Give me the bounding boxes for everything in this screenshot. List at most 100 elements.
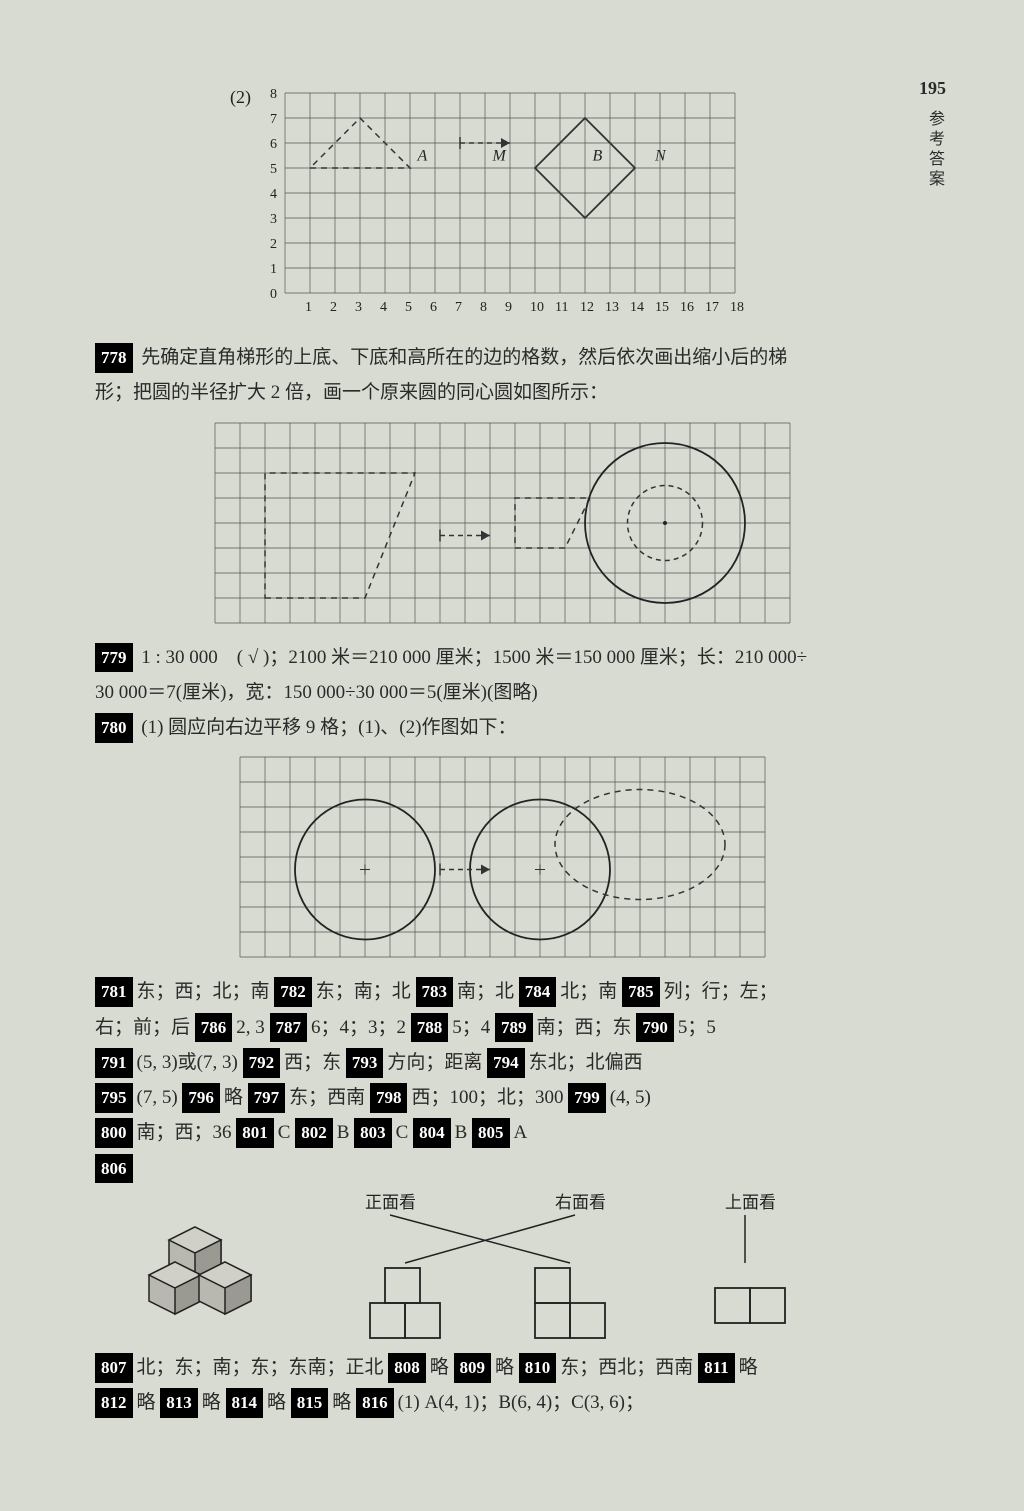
qnum-788: 788 bbox=[411, 1013, 449, 1043]
qnum-794: 794 bbox=[487, 1048, 525, 1078]
q780-line: 780 (1) 圆应向右边平移 9 格；(1)、(2)作图如下： bbox=[95, 711, 915, 744]
qnum-806: 806 bbox=[95, 1154, 133, 1184]
svg-text:正面看: 正面看 bbox=[365, 1193, 416, 1212]
figure-1: (2)012345678123456789101112131415161718A… bbox=[225, 83, 785, 333]
qnum-789: 789 bbox=[495, 1013, 533, 1043]
a812: 略 bbox=[137, 1392, 156, 1413]
svg-text:1: 1 bbox=[270, 262, 277, 277]
a804: B bbox=[455, 1122, 468, 1143]
a808: 略 bbox=[430, 1357, 449, 1378]
svg-text:10: 10 bbox=[530, 300, 544, 315]
qnum-790: 790 bbox=[636, 1013, 674, 1043]
a811: 略 bbox=[739, 1357, 758, 1378]
a783: 南；北 bbox=[457, 981, 514, 1002]
a799: (4, 5) bbox=[610, 1087, 651, 1108]
svg-text:14: 14 bbox=[630, 300, 644, 315]
q778-text-a: 先确定直角梯形的上底、下底和高所在的边的格数，然后依次画出缩小后的梯 bbox=[141, 347, 787, 368]
figure-2 bbox=[210, 418, 800, 633]
qnum-784: 784 bbox=[519, 977, 557, 1007]
qnum-793: 793 bbox=[346, 1048, 384, 1078]
qnum-805: 805 bbox=[472, 1118, 510, 1148]
qnum-801: 801 bbox=[236, 1118, 274, 1148]
svg-text:N: N bbox=[654, 148, 667, 165]
qnum-798: 798 bbox=[370, 1083, 408, 1113]
svg-text:16: 16 bbox=[680, 300, 694, 315]
content: (2)012345678123456789101112131415161718A… bbox=[95, 83, 915, 1419]
a803: C bbox=[396, 1122, 409, 1143]
a788: 5；4 bbox=[452, 1017, 490, 1038]
svg-text:6: 6 bbox=[270, 137, 277, 152]
a807: 北；东；南；东；东南；正北 bbox=[137, 1357, 384, 1378]
qnum-791: 791 bbox=[95, 1048, 133, 1078]
row-791: 791(5, 3)或(7, 3) 792西；东 793方向；距离 794东北；北… bbox=[95, 1046, 915, 1079]
qnum-808: 808 bbox=[388, 1353, 426, 1383]
figure-806: 正面看右面看上面看 bbox=[115, 1193, 895, 1343]
qnum-810: 810 bbox=[519, 1353, 557, 1383]
svg-text:B: B bbox=[593, 148, 603, 165]
q778-line2: 形；把圆的半径扩大 2 倍，画一个原来圆的同心圆如图所示： bbox=[95, 376, 915, 409]
a798: 西；100；北；300 bbox=[411, 1087, 563, 1108]
row-812: 812略 813略 814略 815略 816(1) A(4, 1)；B(6, … bbox=[95, 1386, 915, 1419]
a787: 6；4；3；2 bbox=[311, 1017, 406, 1038]
qnum-786: 786 bbox=[195, 1013, 233, 1043]
svg-text:2: 2 bbox=[270, 237, 277, 252]
svg-text:12: 12 bbox=[580, 300, 594, 315]
qnum-787: 787 bbox=[270, 1013, 308, 1043]
qnum-804: 804 bbox=[413, 1118, 451, 1148]
row-807: 807北；东；南；东；东南；正北 808略 809略 810东；西北；西南 81… bbox=[95, 1351, 915, 1384]
qnum-807: 807 bbox=[95, 1353, 133, 1383]
svg-text:3: 3 bbox=[270, 212, 277, 227]
qnum-814: 814 bbox=[226, 1388, 264, 1418]
qnum-796: 796 bbox=[182, 1083, 220, 1113]
a790: 5；5 bbox=[678, 1017, 716, 1038]
row-800: 800南；西；36 801C 802B 803C 804B 805A bbox=[95, 1116, 915, 1149]
qnum-800: 800 bbox=[95, 1118, 133, 1148]
svg-text:5: 5 bbox=[270, 162, 277, 177]
a786: 2, 3 bbox=[236, 1017, 265, 1038]
a793: 方向；距离 bbox=[387, 1052, 482, 1073]
qnum-783: 783 bbox=[416, 977, 454, 1007]
svg-text:18: 18 bbox=[730, 300, 744, 315]
q780-text: (1) 圆应向右边平移 9 格；(1)、(2)作图如下： bbox=[141, 717, 516, 738]
svg-text:11: 11 bbox=[555, 300, 568, 315]
svg-text:1: 1 bbox=[305, 300, 312, 315]
a792: 西；东 bbox=[284, 1052, 341, 1073]
svg-text:5: 5 bbox=[405, 300, 412, 315]
qnum-816: 816 bbox=[356, 1388, 394, 1418]
svg-text:13: 13 bbox=[605, 300, 619, 315]
svg-text:7: 7 bbox=[455, 300, 462, 315]
a815: 略 bbox=[332, 1392, 351, 1413]
q778-line1: 778 先确定直角梯形的上底、下底和高所在的边的格数，然后依次画出缩小后的梯 bbox=[95, 341, 915, 374]
qnum-802: 802 bbox=[295, 1118, 333, 1148]
a791: (5, 3)或(7, 3) bbox=[137, 1052, 238, 1073]
a797: 东；西南 bbox=[289, 1087, 365, 1108]
qnum-803: 803 bbox=[354, 1118, 392, 1148]
qnum-792: 792 bbox=[243, 1048, 281, 1078]
svg-text:4: 4 bbox=[270, 187, 277, 202]
qnum-809: 809 bbox=[454, 1353, 492, 1383]
svg-text:8: 8 bbox=[480, 300, 487, 315]
row-795: 795(7, 5) 796略 797东；西南 798西；100；北；300 79… bbox=[95, 1081, 915, 1114]
qnum-812: 812 bbox=[95, 1388, 133, 1418]
qnum-813: 813 bbox=[160, 1388, 198, 1418]
side-label: 参考答案 bbox=[922, 110, 946, 190]
q779-line2: 30 000＝7(厘米)，宽：150 000÷30 000＝5(厘米)(图略) bbox=[95, 676, 915, 709]
svg-text:6: 6 bbox=[430, 300, 437, 315]
a794: 东北；北偏西 bbox=[529, 1052, 643, 1073]
page-number: 195 bbox=[919, 78, 946, 99]
qnum-785: 785 bbox=[622, 977, 660, 1007]
a785b: 右；前；后 bbox=[95, 1017, 190, 1038]
a816: (1) A(4, 1)；B(6, 4)；C(3, 6)； bbox=[398, 1392, 644, 1413]
svg-text:右面看: 右面看 bbox=[555, 1193, 606, 1212]
svg-text:7: 7 bbox=[270, 112, 277, 127]
q779-line1: 779 1 : 30 000 ( √ )；2100 米＝210 000 厘米；1… bbox=[95, 641, 915, 674]
a802: B bbox=[337, 1122, 350, 1143]
a781: 东；西；北；南 bbox=[137, 981, 270, 1002]
a785: 列；行；左； bbox=[664, 981, 778, 1002]
q779-text-a: 1 : 30 000 ( √ )；2100 米＝210 000 厘米；1500 … bbox=[141, 647, 807, 668]
row-785b: 右；前；后 7862, 3 7876；4；3；2 7885；4 789南；西；东… bbox=[95, 1011, 915, 1044]
qnum-797: 797 bbox=[248, 1083, 286, 1113]
qnum-799: 799 bbox=[568, 1083, 606, 1113]
qnum-781: 781 bbox=[95, 977, 133, 1007]
svg-text:(2): (2) bbox=[230, 87, 251, 108]
